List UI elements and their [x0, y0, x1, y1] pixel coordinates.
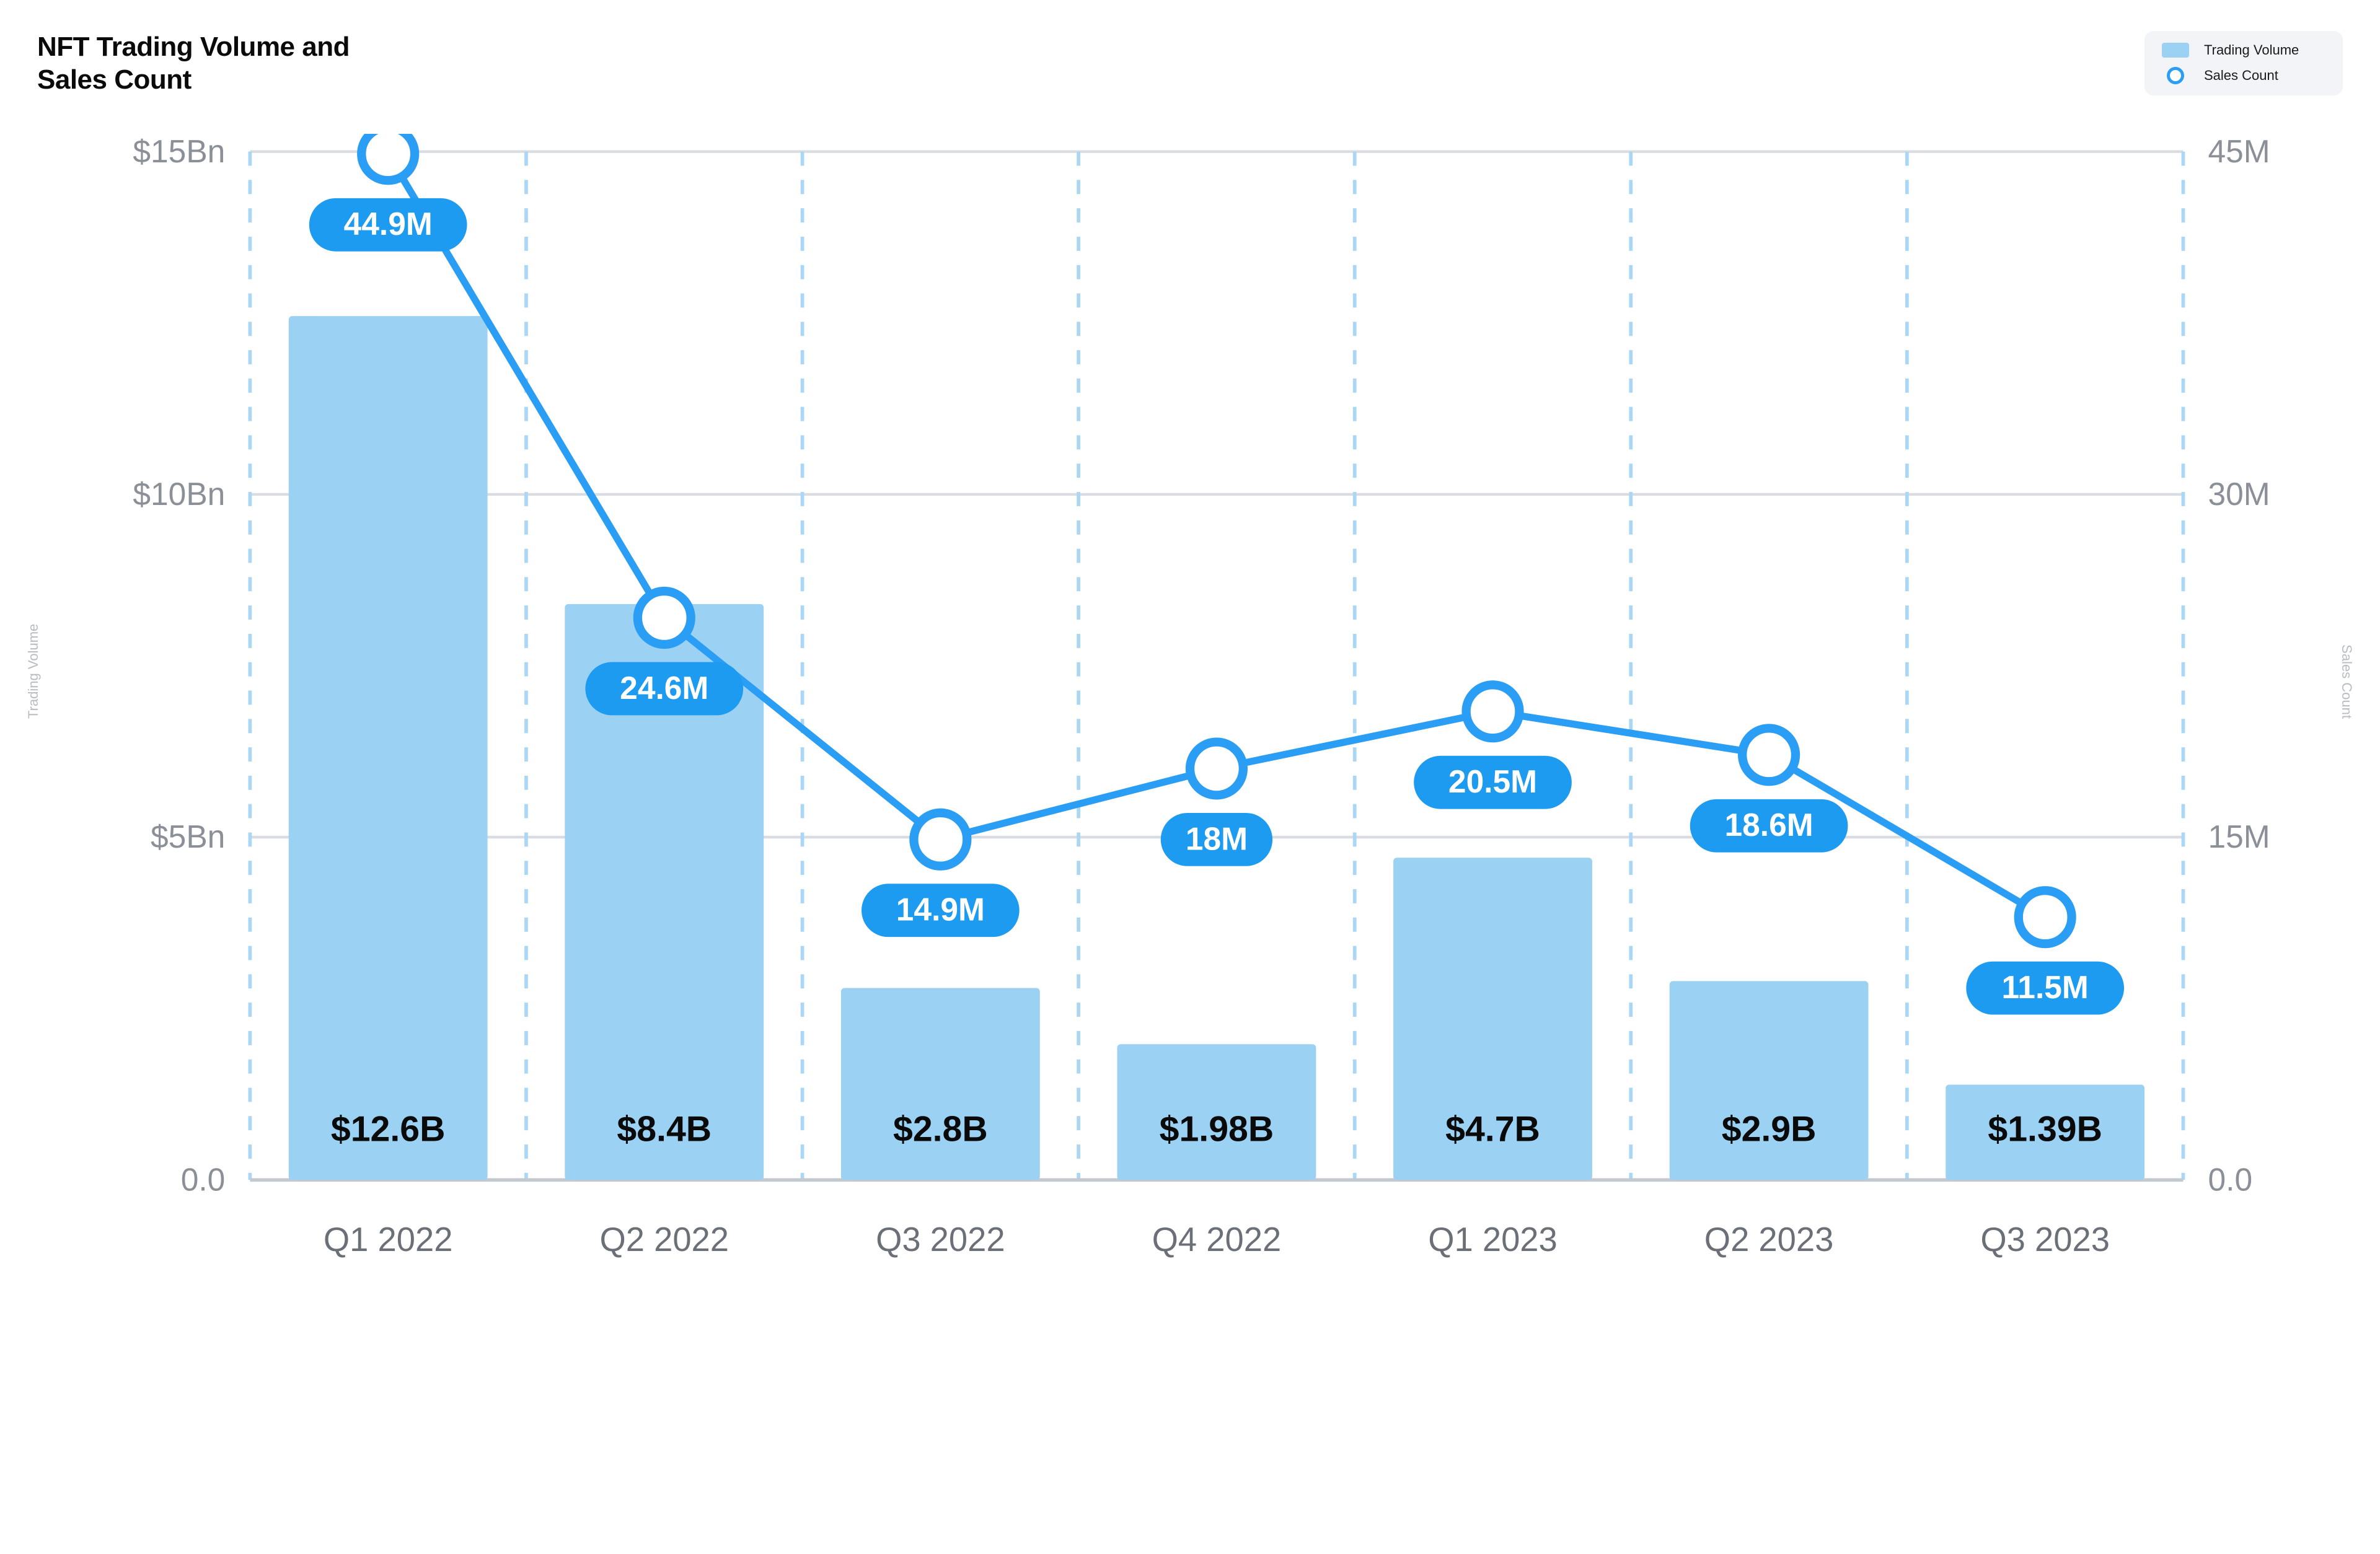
legend-swatch-circle-icon — [2167, 67, 2184, 84]
svg-text:20.5M: 20.5M — [1448, 763, 1537, 799]
svg-text:Q2 2023: Q2 2023 — [1704, 1220, 1834, 1258]
chart-title: NFT Trading Volume and Sales Count — [37, 31, 421, 97]
svg-text:$1.98B: $1.98B — [1160, 1109, 1274, 1149]
svg-text:$15Bn: $15Bn — [133, 134, 225, 169]
svg-text:44.9M: 44.9M — [344, 206, 433, 242]
chart-svg: 0.0 $5Bn $10Bn $15Bn 0.0 15M 30M 45M $12.6B $8.4B… — [37, 134, 2343, 1304]
svg-text:$5Bn: $5Bn — [151, 819, 225, 854]
chart-legend: Trading Volume Sales Count — [2144, 31, 2343, 95]
svg-text:0.0: 0.0 — [2208, 1161, 2253, 1197]
svg-text:$12.6B: $12.6B — [331, 1109, 446, 1149]
svg-text:$10Bn: $10Bn — [133, 476, 225, 512]
svg-text:Q4 2022: Q4 2022 — [1152, 1220, 1282, 1258]
chart-area: Trading Volume Sales Count 0.0$5Bn$10Bn$… — [37, 134, 2343, 1304]
svg-text:Q1 2023: Q1 2023 — [1428, 1220, 1558, 1258]
svg-text:$2.8B: $2.8B — [893, 1109, 988, 1149]
legend-item-count: Sales Count — [2162, 67, 2325, 84]
y-axis-left-title: Trading Volume — [25, 624, 42, 719]
svg-text:24.6M: 24.6M — [620, 670, 708, 706]
svg-text:$1.39B: $1.39B — [1988, 1109, 2102, 1149]
svg-text:0.0: 0.0 — [181, 1161, 226, 1197]
svg-text:$4.7B: $4.7B — [1445, 1109, 1540, 1149]
svg-text:30M: 30M — [2208, 476, 2270, 512]
svg-text:11.5M: 11.5M — [2002, 969, 2089, 1005]
legend-label-count: Sales Count — [2204, 68, 2278, 84]
svg-text:18M: 18M — [1186, 820, 1248, 856]
chart-header: NFT Trading Volume and Sales Count Tradi… — [37, 31, 2343, 97]
svg-text:Q3 2023: Q3 2023 — [1980, 1220, 2110, 1258]
svg-text:Q1 2022: Q1 2022 — [324, 1220, 453, 1258]
legend-label-volume: Trading Volume — [2204, 42, 2299, 58]
svg-text:14.9M: 14.9M — [896, 891, 985, 927]
svg-text:45M: 45M — [2208, 134, 2270, 169]
legend-swatch-bar-icon — [2162, 43, 2189, 58]
svg-text:$2.9B: $2.9B — [1722, 1109, 1817, 1149]
svg-text:Q2 2022: Q2 2022 — [599, 1220, 729, 1258]
svg-text:18.6M: 18.6M — [1725, 807, 1814, 843]
svg-text:Q3 2022: Q3 2022 — [876, 1220, 1005, 1258]
y-axis-right-title: Sales Count — [2338, 644, 2355, 719]
legend-item-volume: Trading Volume — [2162, 42, 2325, 58]
svg-text:15M: 15M — [2208, 819, 2270, 854]
svg-text:$8.4B: $8.4B — [617, 1109, 712, 1149]
